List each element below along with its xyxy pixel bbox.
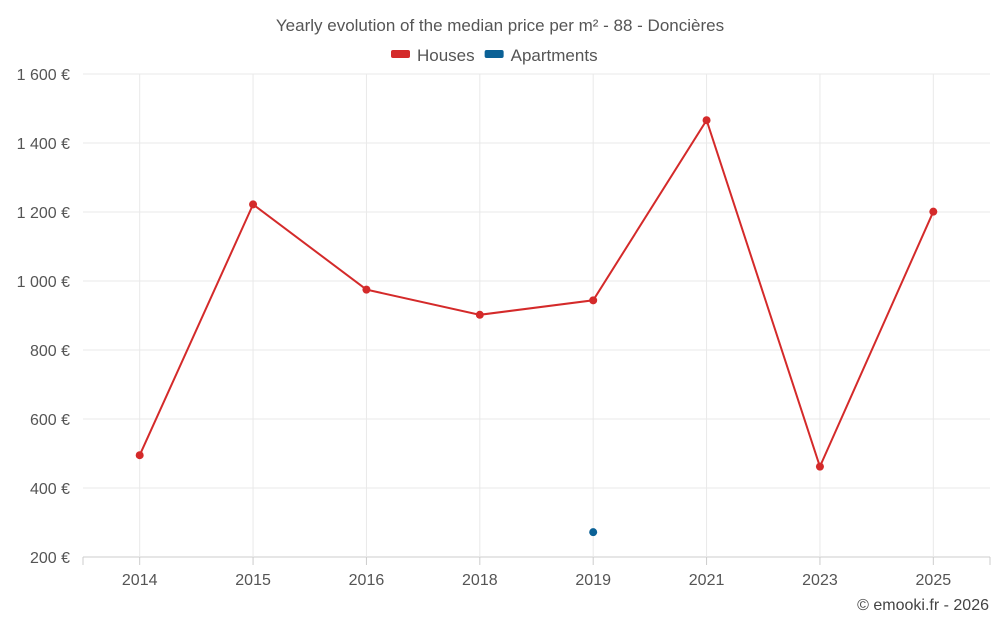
y-tick-label: 1 200 € [17,205,70,222]
x-tick-label: 2019 [575,572,611,589]
data-point-houses[interactable] [589,296,598,305]
legend-label: Houses [417,46,475,65]
legend: Houses Apartments [391,46,598,65]
legend-swatch [391,50,410,58]
y-tick-label: 1 400 € [17,136,70,153]
y-tick-label: 1 000 € [17,274,70,291]
y-tick-label: 800 € [30,343,70,360]
data-point-houses[interactable] [135,451,144,460]
y-tick-label: 400 € [30,481,70,498]
legend-label: Apartments [511,46,598,65]
chart-title: Yearly evolution of the median price per… [276,16,724,35]
series-line-houses [138,117,935,470]
data-point-houses[interactable] [475,310,484,319]
x-tick-label: 2015 [235,572,271,589]
data-point-houses[interactable] [929,207,938,216]
y-tick-label: 600 € [30,412,70,429]
x-tick-label: 2014 [122,572,158,589]
data-point-apartments[interactable] [589,528,598,537]
series-apartments [589,528,598,537]
data-point-houses[interactable] [815,462,824,471]
x-tick-label: 2021 [689,572,725,589]
x-tick-label: 2016 [349,572,385,589]
y-tick-label: 200 € [30,550,70,567]
x-tick-label: 2025 [916,572,952,589]
x-tick-label: 2023 [802,572,838,589]
series-houses [135,116,938,471]
y-tick-label: 1 600 € [17,67,70,84]
series-layer [135,116,938,537]
data-point-houses[interactable] [362,285,371,294]
credit-text: © emooki.fr - 2026 [857,597,989,614]
x-axis: 2014 2015 2016 2018 2019 2021 2023 2025 [82,557,991,589]
legend-item-apartments[interactable]: Apartments [484,46,598,65]
y-axis: 200 € 400 € 600 € 800 € 1 000 € 1 200 € 1 400 … [17,67,70,567]
legend-item-houses[interactable]: Houses [391,46,475,65]
data-point-houses[interactable] [702,116,711,125]
x-tick-label: 2018 [462,572,498,589]
grid-lines [83,73,990,558]
legend-swatch [484,50,504,58]
data-point-houses[interactable] [249,200,258,209]
